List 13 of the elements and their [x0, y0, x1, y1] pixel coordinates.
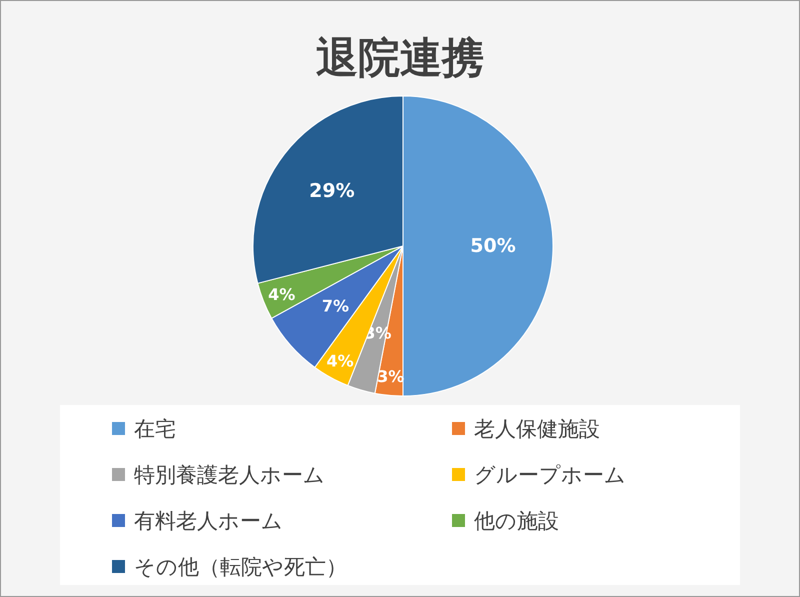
legend-label: 老人保健施設	[474, 417, 600, 441]
data-label: 4%	[268, 285, 296, 304]
legend-label: 有料老人ホーム	[134, 509, 283, 533]
chart-title: 退院連携	[316, 33, 484, 82]
data-label: 7%	[322, 296, 350, 316]
data-label: 29%	[309, 180, 355, 202]
legend-label: 在宅	[134, 417, 176, 441]
legend-label: 特別養護老人ホーム	[134, 463, 325, 487]
legend-label: その他（転院や死亡）	[134, 555, 347, 579]
data-label: 50%	[470, 235, 516, 257]
data-label: 4%	[326, 351, 354, 370]
legend-label: グループホーム	[474, 463, 626, 487]
legend-label: 他の施設	[474, 509, 559, 533]
